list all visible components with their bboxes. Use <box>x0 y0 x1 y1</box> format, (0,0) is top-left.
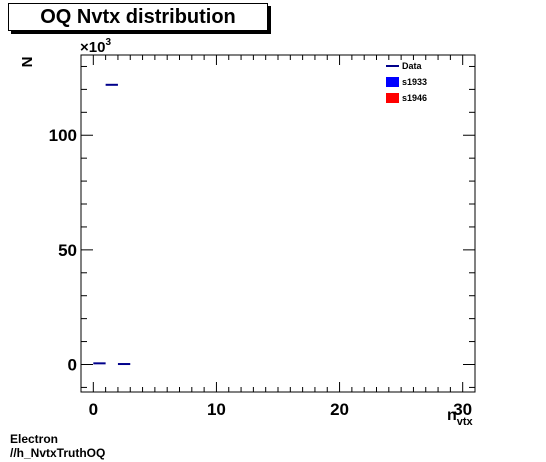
y-axis-label: N <box>19 57 36 68</box>
legend-swatch <box>386 93 399 103</box>
legend-entry-label: Data <box>402 61 423 71</box>
legend-entry-label: s1946 <box>402 93 427 103</box>
x-axis-label-main: n <box>447 407 457 424</box>
y-multiplier-base: ×10 <box>80 39 105 56</box>
x-tick-label: 20 <box>330 400 349 419</box>
x-tick-label: 0 <box>89 400 98 419</box>
x-tick-label: 30 <box>453 400 472 419</box>
footer-label-histogram-path: //h_NvtxTruthOQ <box>10 446 106 460</box>
chart-title-box: OQ Nvtx distribution <box>8 3 268 31</box>
x-tick-label: 10 <box>207 400 226 419</box>
x-axis-label-subscript: vtx <box>457 416 474 428</box>
x-axis-label: nvtx <box>447 407 474 428</box>
y-tick-label: 100 <box>49 126 77 145</box>
legend-swatch <box>386 77 399 87</box>
chart-title: OQ Nvtx distribution <box>40 5 236 28</box>
y-multiplier-label: ×103 <box>80 37 111 56</box>
plot-frame <box>80 54 476 393</box>
y-tick-label: 0 <box>68 355 77 374</box>
y-tick-label: 50 <box>58 241 77 260</box>
legend-entry-label: s1933 <box>402 77 427 87</box>
footer-label-electron: Electron <box>10 432 59 446</box>
y-multiplier-exponent: 3 <box>105 37 111 48</box>
